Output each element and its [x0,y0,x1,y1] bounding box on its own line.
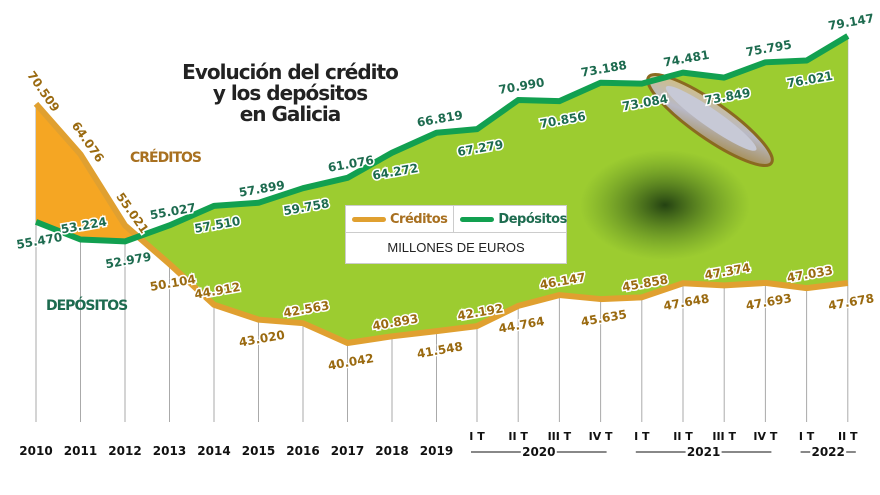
title-line: y los depósitos [212,81,368,105]
euro-coin-icon [646,73,774,167]
x-tick-label: IV T [589,430,613,443]
depositos-data-label: 75.795 [745,37,793,59]
x-tick-label: 2018 [375,444,408,458]
x-tick-label: II T [508,430,528,443]
creditos-data-label: 41.548 [416,339,464,361]
depositos-data-label: 52.979 [104,250,152,272]
creditos-data-label: 40.042 [327,351,375,373]
x-tick-label: IV T [753,430,777,443]
creditos-side-label: CRÉDITOS [130,150,202,166]
creditos-excess-area [36,103,134,242]
x-tick-label: III T [548,430,572,443]
chart-title: Evolución del crédito y los depósitos en… [150,62,430,125]
x-tick-label: 2014 [197,444,230,458]
depositos-data-label: 70.990 [497,75,545,97]
creditos-data-label: 43.020 [238,328,286,350]
year-group-label-bg [810,444,847,458]
x-tick-label: 2017 [331,444,364,458]
coin-shadow [580,150,750,260]
legend-item-creditos: Créditos [346,212,453,227]
x-tick-label: 2019 [420,444,453,458]
title-line: Evolución del crédito [182,60,399,84]
x-tick-label: 2010 [19,444,52,458]
x-tick-label: 2013 [153,444,186,458]
depositos-data-label: 73.188 [580,58,628,80]
legend-label: Depósitos [498,211,567,227]
year-group-label: 2022 [811,445,844,459]
depositos-excess-area [134,36,848,343]
x-tick-label: 2016 [286,444,319,458]
x-tick-label: II T [838,430,858,443]
year-group-label-bg [520,444,557,458]
depositos-side-label: DEPÓSITOS [46,298,128,314]
x-tick-label: III T [712,430,736,443]
x-tick-label: 2012 [108,444,141,458]
creditos-swatch [352,216,386,222]
creditos-line [33,101,849,346]
depositos-data-label: 79.147 [827,11,875,33]
x-tick-label: 2011 [64,444,97,458]
x-tick-label: I T [799,430,815,443]
units-label: MILLONES DE EUROS [387,240,525,255]
title-line: en Galicia [239,102,342,126]
depositos-data-label: 74.481 [662,48,710,70]
creditos-data-label: 47.648 [662,291,710,313]
x-tick-label: I T [469,430,485,443]
x-tick-label: 2015 [242,444,275,458]
creditos-data-label: 45.635 [580,307,628,329]
year-group-label-bg [685,444,722,458]
year-group-label: 2021 [687,445,720,459]
legend-item-depositos: Depósitos [453,206,572,232]
creditos-data-label: 44.764 [497,314,545,336]
legend: Créditos Depósitos MILLONES DE EUROS [345,205,567,264]
depositos-data-label: 55.470 [15,230,63,252]
x-tick-label: II T [673,430,693,443]
depositos-line [34,33,850,245]
legend-label: Créditos [390,211,448,227]
creditos-data-label: 50.104 [149,272,197,294]
creditos-data-label: 47.678 [827,291,875,313]
depositos-swatch [460,216,495,222]
creditos-data-label: 47.693 [745,291,793,313]
year-group-label: 2020 [522,445,555,459]
x-tick-label: I T [634,430,650,443]
